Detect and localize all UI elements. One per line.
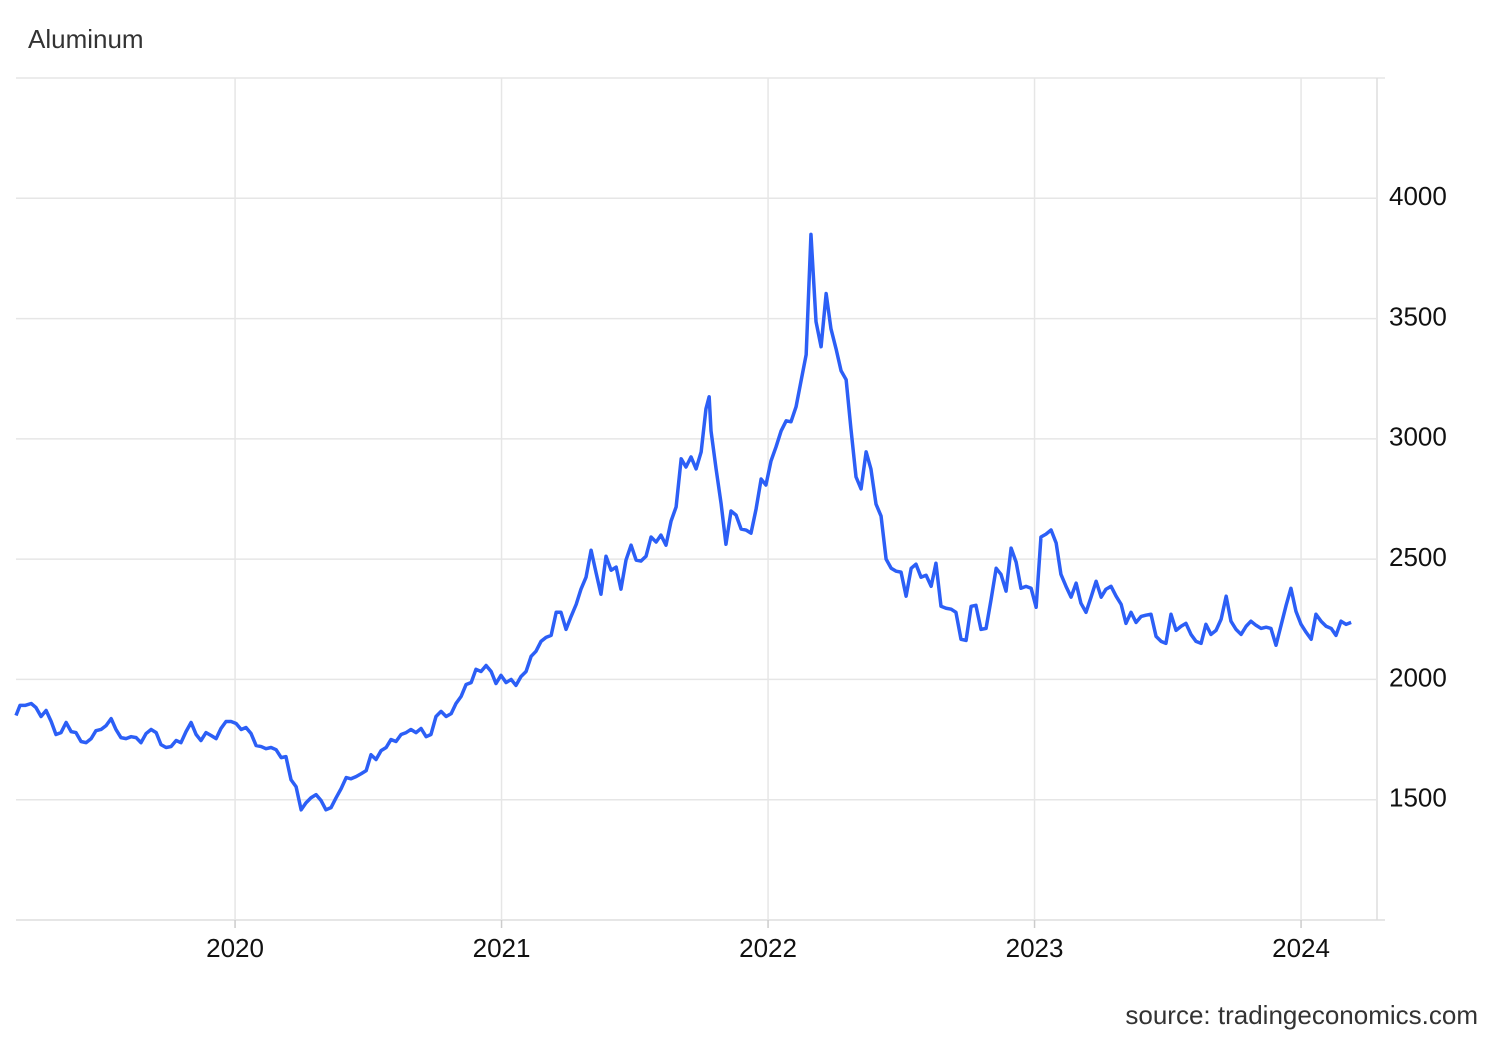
y-tick-label: 1500 <box>1389 783 1447 813</box>
y-tick-label: 3000 <box>1389 422 1447 452</box>
price-line <box>14 232 1352 812</box>
x-tick-label: 2022 <box>739 933 797 963</box>
x-tick-label: 2023 <box>1006 933 1064 963</box>
x-tick-label: 2020 <box>206 933 264 963</box>
source: source: tradingeconomics.com <box>1125 1000 1478 1030</box>
y-tick-label: 3500 <box>1389 301 1447 331</box>
y-tick-label: 2500 <box>1389 542 1447 572</box>
chart-title: Aluminum <box>28 24 144 54</box>
y-tick-label: 2000 <box>1389 662 1447 692</box>
x-tick-label: 2024 <box>1272 933 1330 963</box>
y-tick-label: 4000 <box>1389 181 1447 211</box>
x-tick-label: 2021 <box>473 933 531 963</box>
